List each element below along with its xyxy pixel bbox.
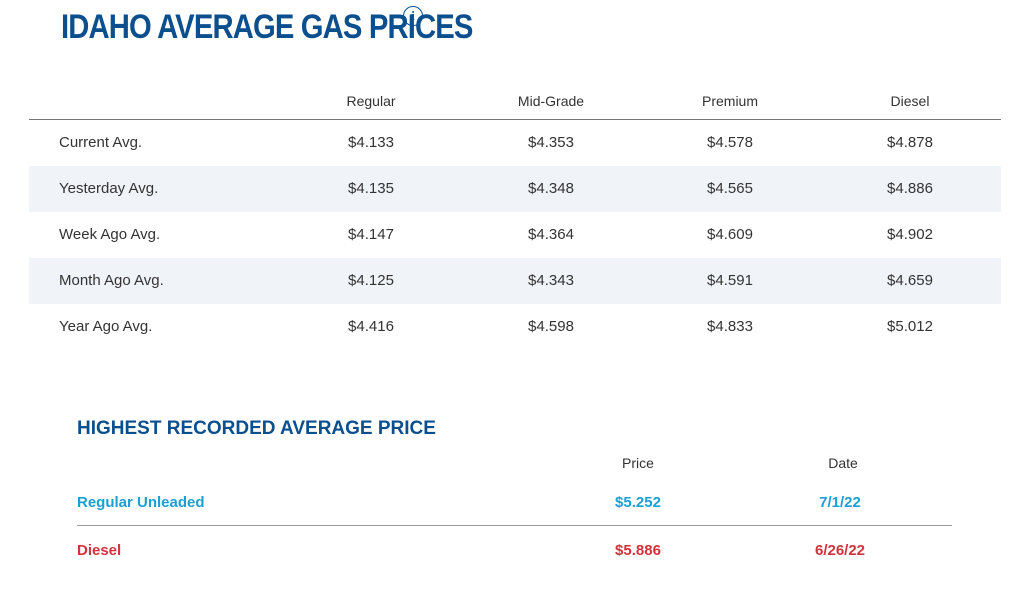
price-cell-regular: $4.133 — [348, 134, 394, 151]
column-header-date: Date — [828, 455, 858, 471]
price-cell-mid-grade: $4.364 — [528, 226, 574, 243]
prices-table: Regular Mid-Grade Premium Diesel Current… — [29, 84, 1001, 350]
record-date: 6/26/22 — [814, 542, 866, 559]
record-label: Regular Unleaded — [77, 494, 205, 511]
record-price: $5.252 — [615, 494, 661, 511]
column-header-regular: Regular — [346, 93, 396, 109]
table-row-week-ago: Week Ago Avg. $4.147 $4.364 $4.609 $4.90… — [29, 212, 1001, 258]
column-header-mid-grade: Mid-Grade — [517, 93, 585, 109]
record-date: 7/1/22 — [819, 494, 861, 511]
price-cell-regular: $4.147 — [348, 226, 394, 243]
price-cell-premium: $4.578 — [707, 134, 753, 151]
price-cell-premium: $4.833 — [707, 318, 753, 335]
price-cell-mid-grade: $4.343 — [528, 272, 574, 289]
prices-table-header: Regular Mid-Grade Premium Diesel — [29, 84, 1001, 120]
price-cell-regular: $4.135 — [348, 180, 394, 197]
record-table: Price Date Regular Unleaded $5.252 7/1/2… — [77, 448, 952, 573]
price-cell-diesel: $4.659 — [887, 272, 933, 289]
row-label: Week Ago Avg. — [59, 226, 161, 243]
record-row-regular-unleaded: Regular Unleaded $5.252 7/1/22 — [77, 478, 952, 526]
table-row-yesterday: Yesterday Avg. $4.135 $4.348 $4.565 $4.8… — [29, 166, 1001, 212]
column-header-diesel: Diesel — [890, 93, 930, 109]
table-row-year-ago: Year Ago Avg. $4.416 $4.598 $4.833 $5.01… — [29, 304, 1001, 350]
record-row-diesel: Diesel $5.886 6/26/22 — [77, 526, 952, 573]
price-cell-diesel: $4.878 — [887, 134, 933, 151]
record-label: Diesel — [77, 542, 122, 559]
price-cell-regular: $4.125 — [348, 272, 394, 289]
price-cell-regular: $4.416 — [348, 318, 394, 335]
row-label: Month Ago Avg. — [59, 272, 164, 289]
price-cell-diesel: $4.886 — [887, 180, 933, 197]
record-table-header: Price Date — [77, 448, 952, 478]
table-row-month-ago: Month Ago Avg. $4.125 $4.343 $4.591 $4.6… — [29, 258, 1001, 304]
column-header-price: Price — [622, 455, 654, 471]
row-label: Yesterday Avg. — [59, 180, 159, 197]
price-cell-premium: $4.565 — [707, 180, 753, 197]
record-price: $5.886 — [615, 542, 661, 559]
price-cell-diesel: $5.012 — [887, 318, 933, 335]
price-cell-premium: $4.591 — [707, 272, 753, 289]
info-icon[interactable]: i — [403, 6, 423, 26]
price-cell-mid-grade: $4.353 — [528, 134, 574, 151]
record-section-title: HIGHEST RECORDED AVERAGE PRICE — [77, 418, 436, 439]
price-cell-mid-grade: $4.348 — [528, 180, 574, 197]
price-cell-diesel: $4.902 — [887, 226, 933, 243]
price-cell-mid-grade: $4.598 — [528, 318, 574, 335]
row-label: Year Ago Avg. — [59, 318, 153, 335]
price-cell-premium: $4.609 — [707, 226, 753, 243]
table-row-current: Current Avg. $4.133 $4.353 $4.578 $4.878 — [29, 120, 1001, 166]
column-header-premium: Premium — [701, 93, 759, 109]
row-label: Current Avg. — [59, 134, 143, 151]
